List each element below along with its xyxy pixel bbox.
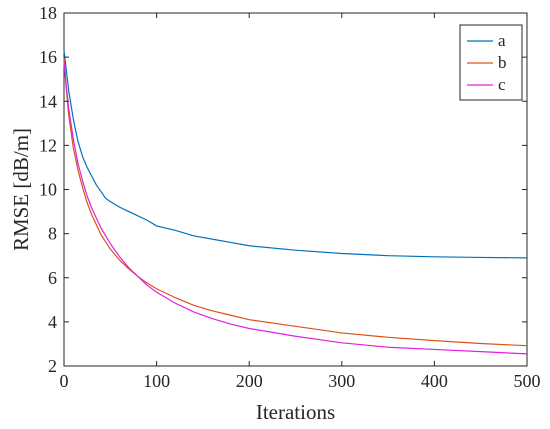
x-tick-label: 500 (514, 371, 541, 391)
y-tick-label: 16 (39, 47, 57, 67)
y-axis-label: RMSE [dB/m] (9, 128, 33, 251)
series-line-c (63, 61, 528, 355)
y-tick-label: 14 (39, 91, 57, 111)
y-axis-ticks: 2 4 6 8 10 12 14 16 18 (39, 3, 527, 376)
legend-label-a: a (498, 31, 506, 50)
y-tick-label: 6 (48, 268, 57, 288)
x-tick-label: 400 (421, 371, 448, 391)
x-axis-label: Iterations (256, 400, 335, 424)
y-tick-label: 18 (39, 3, 57, 23)
legend-label-c: c (498, 75, 506, 94)
legend: abc (459, 24, 523, 101)
x-tick-label: 100 (143, 371, 170, 391)
series-line-a (63, 50, 528, 259)
plot-area: 0 100 200 300 400 500 2 4 6 8 10 12 14 16 18 (39, 3, 541, 391)
y-tick-label: 12 (39, 135, 57, 155)
x-tick-label: 0 (60, 371, 69, 391)
plot-frame (63, 12, 528, 367)
y-tick-label: 10 (39, 180, 57, 200)
y-tick-label: 2 (48, 356, 57, 376)
y-tick-label: 4 (48, 312, 57, 332)
legend-label-b: b (498, 53, 507, 72)
series-line-b (63, 57, 528, 347)
x-tick-label: 200 (236, 371, 263, 391)
series-layer (63, 50, 528, 355)
x-axis-ticks: 0 100 200 300 400 500 (60, 13, 541, 391)
x-tick-label: 300 (328, 371, 355, 391)
y-tick-label: 8 (48, 224, 57, 244)
